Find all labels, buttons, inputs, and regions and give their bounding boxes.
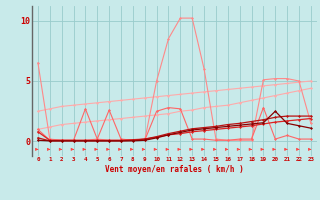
X-axis label: Vent moyen/en rafales ( km/h ): Vent moyen/en rafales ( km/h ) xyxy=(105,165,244,174)
